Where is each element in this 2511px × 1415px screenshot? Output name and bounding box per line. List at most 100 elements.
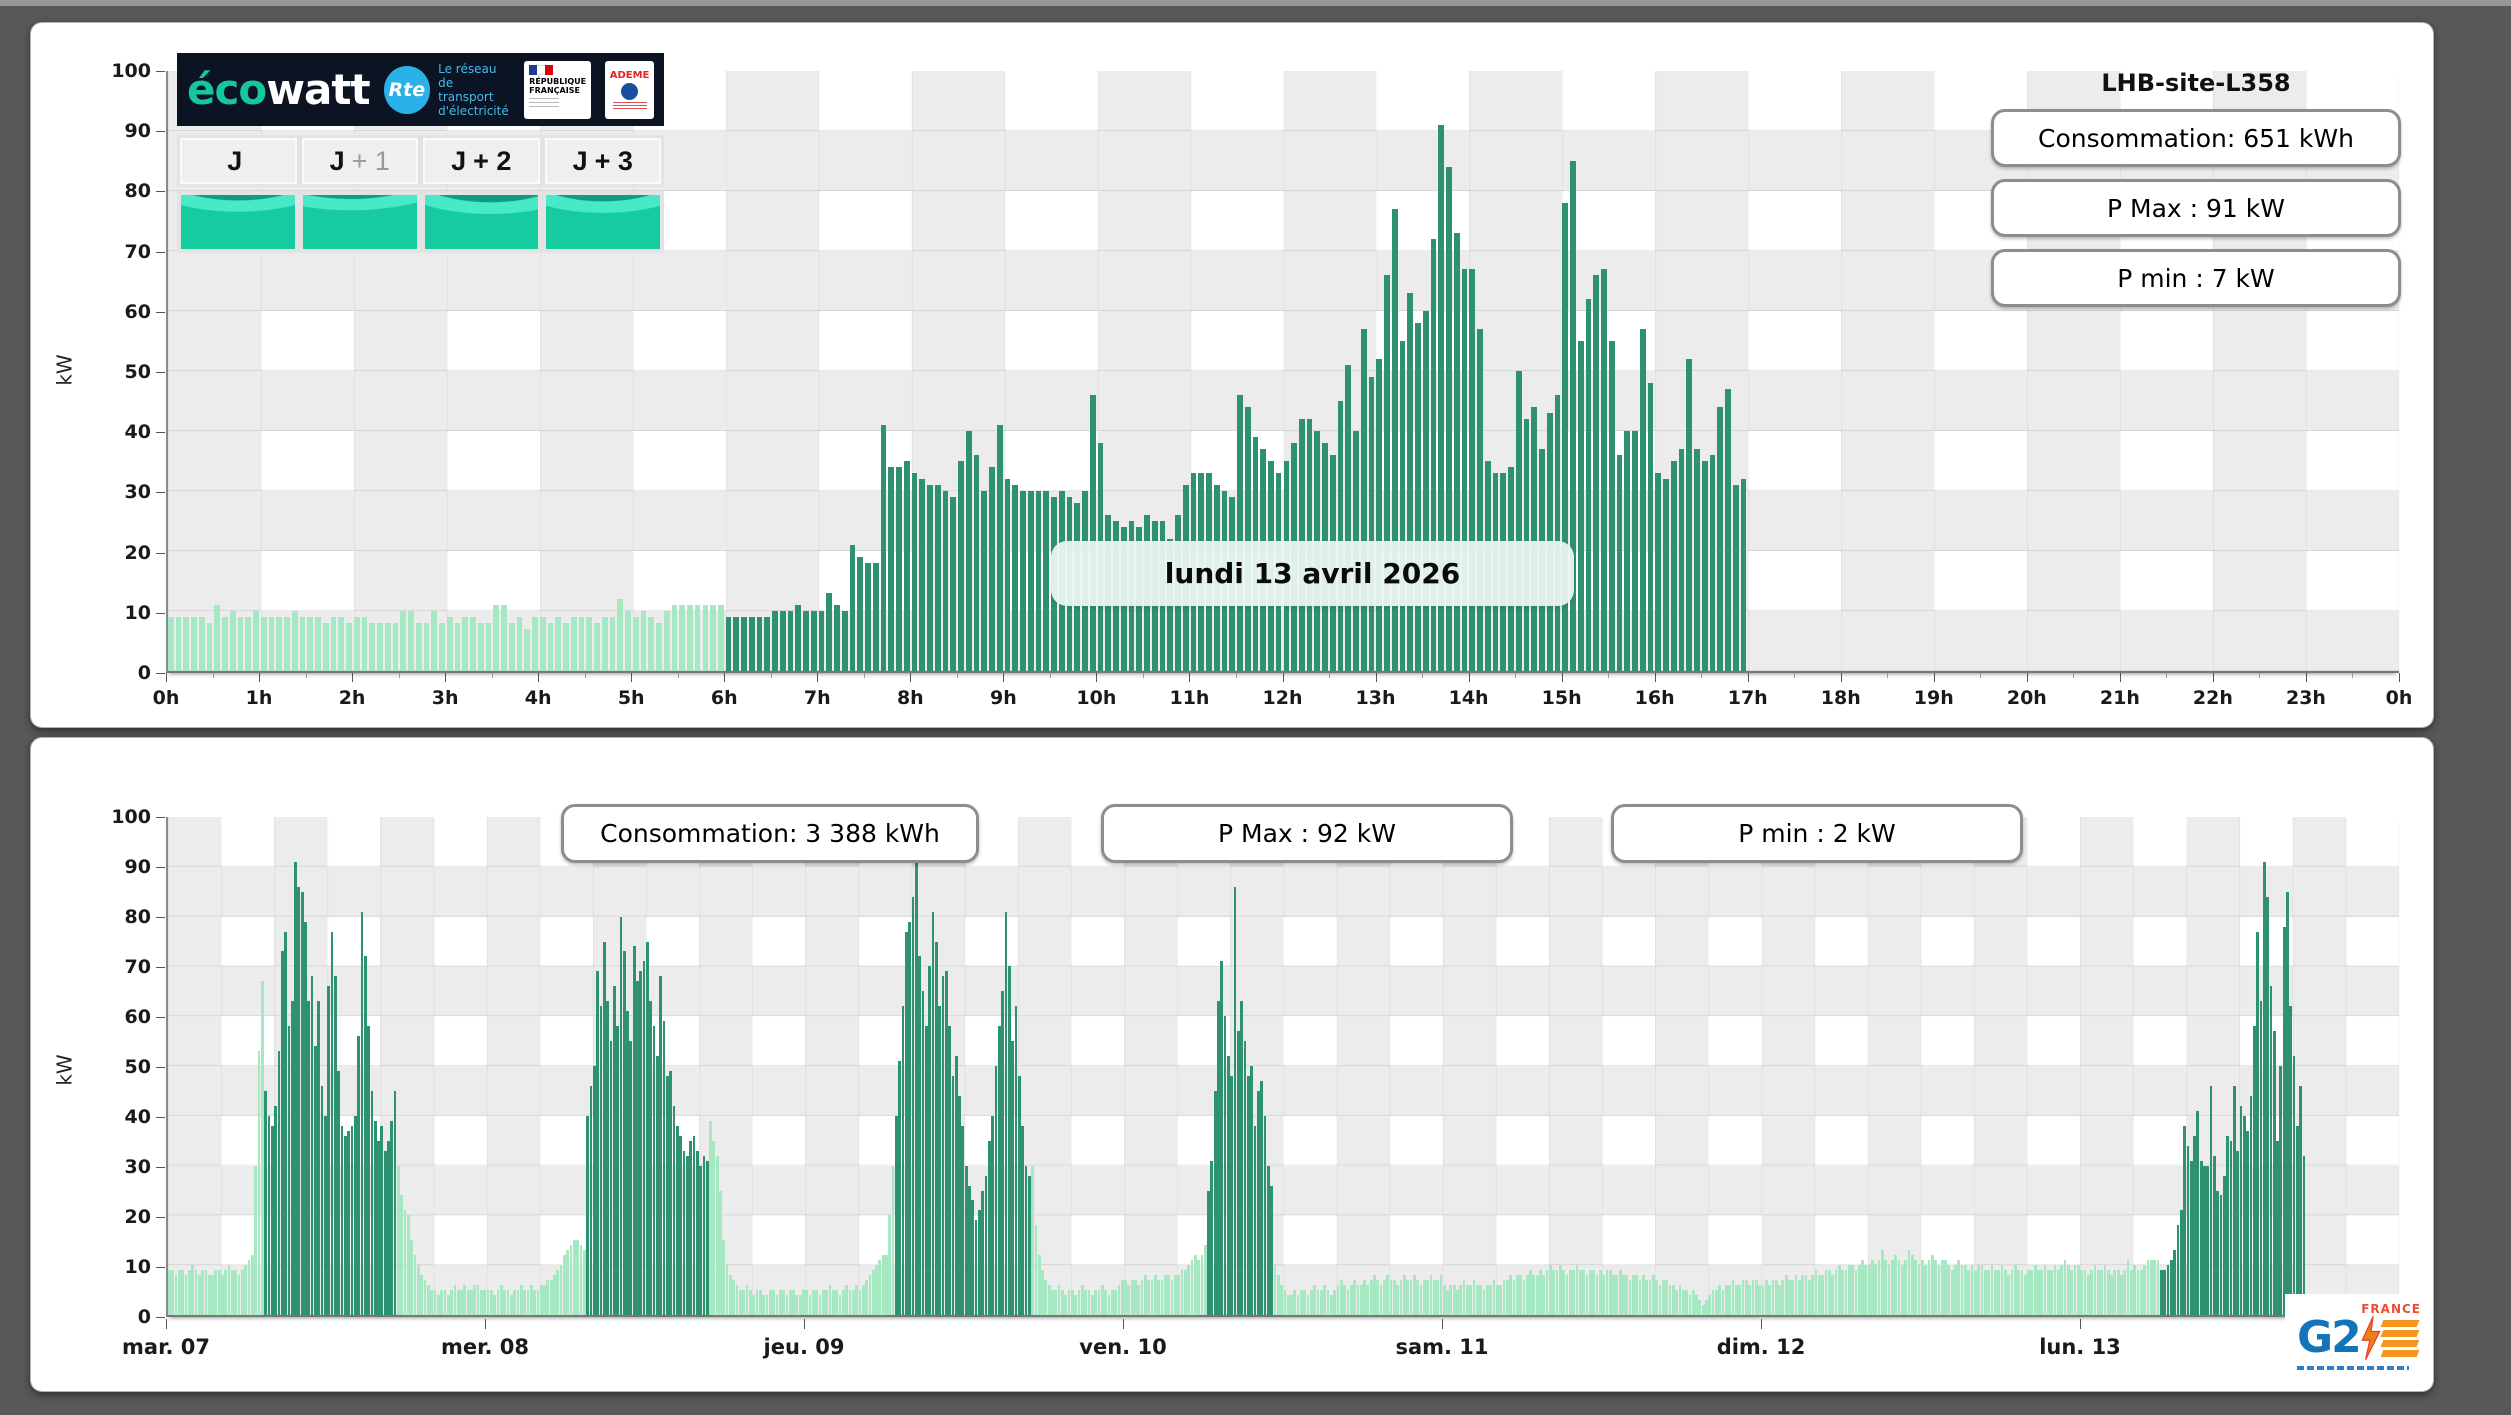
power-bar [2189, 1160, 2193, 1315]
power-bar [788, 1290, 792, 1315]
plot-band [168, 1066, 2399, 1116]
power-bar [2070, 1270, 2074, 1315]
power-bar [732, 1280, 736, 1315]
tab-j[interactable]: J [180, 138, 297, 184]
x-tick-label: 11h [1169, 687, 1210, 709]
power-bar [2259, 1001, 2263, 1315]
power-bar [234, 1270, 238, 1315]
power-bar [851, 1290, 855, 1315]
x-tick-mark [259, 673, 261, 682]
daily-chart-panel: écowatt Rte Le réseau de transport d'éle… [30, 22, 2434, 728]
power-bar [1393, 1280, 1396, 1315]
power-bar [1300, 1290, 1303, 1315]
plot-band-cell [1017, 1016, 1071, 1066]
power-bar [490, 1290, 493, 1315]
power-bar [1748, 1285, 1751, 1315]
power-bar [640, 611, 647, 671]
power-bar [1180, 1270, 1184, 1315]
power-bar [1987, 1270, 1991, 1315]
power-bar [446, 617, 453, 671]
power-bar [2166, 1265, 2170, 1315]
power-bar [795, 605, 802, 671]
power-bar [1157, 1280, 1161, 1315]
ecowatt-signal-j[interactable] [181, 195, 295, 249]
tab-j-plus-1[interactable]: J + 1 [301, 138, 418, 184]
power-bar [1824, 1270, 1828, 1315]
power-bar [639, 971, 643, 1315]
power-bar [880, 425, 887, 671]
plot-band-cell [1442, 1115, 1496, 1166]
power-bar [1499, 1285, 1502, 1315]
power-bar [1625, 1275, 1629, 1315]
tab-j-plus-2[interactable]: J + 2 [423, 138, 540, 184]
power-bar [245, 617, 252, 671]
power-bar [1246, 1075, 1250, 1315]
power-bar [626, 1011, 629, 1315]
power-bar [656, 1056, 659, 1315]
plot-band-cell [353, 311, 447, 371]
power-bar [338, 617, 345, 671]
power-bar [1310, 1290, 1313, 1315]
ecowatt-logo: écowatt [187, 65, 371, 114]
power-bar [523, 1290, 526, 1315]
power-bar [1472, 1280, 1476, 1315]
power-bar [1489, 1285, 1493, 1315]
x-tick-mark [1468, 673, 1470, 682]
y-tick-mark [156, 1167, 165, 1168]
x-tick-mark [445, 673, 447, 682]
ecowatt-signal-j2[interactable] [424, 195, 539, 249]
x-tick-mark [2212, 673, 2214, 682]
power-bar [1738, 1285, 1742, 1315]
power-bar [1549, 1265, 1552, 1315]
power-bar [671, 605, 678, 671]
power-bar [1781, 1280, 1785, 1315]
power-bar [578, 617, 585, 671]
power-bar [2179, 1210, 2183, 1315]
power-bar [477, 623, 484, 671]
y-tick-label: 20 [124, 541, 151, 564]
plot-band-cell [1549, 916, 1603, 967]
power-bar [1934, 1260, 1937, 1315]
power-bar [1695, 1295, 1698, 1315]
plot-band-cell [1017, 817, 1071, 867]
plot-band-cell [1655, 1016, 1709, 1066]
x-minor-tick [1142, 673, 1144, 678]
y-tick-mark [156, 1267, 165, 1268]
power-bar [2027, 1270, 2030, 1315]
plot-band-cell [1655, 71, 1749, 131]
x-tick-label: 2h [338, 687, 366, 709]
power-bar [1940, 1260, 1944, 1315]
power-bar [1639, 329, 1646, 671]
plot-band-cell [699, 1115, 753, 1166]
power-bar [1110, 1290, 1114, 1315]
power-bar [2033, 1265, 2037, 1315]
power-bar [1717, 407, 1724, 671]
power-bar [1024, 1165, 1028, 1315]
power-bar [752, 1295, 756, 1315]
x-tick-mark [1933, 673, 1935, 682]
plot-band-cell [911, 191, 1005, 251]
x-tick-mark [1840, 673, 1842, 682]
plot-band-cell [486, 1016, 540, 1066]
power-bar [710, 605, 716, 671]
power-bar [669, 1070, 673, 1315]
power-bar [616, 1026, 619, 1315]
tab-j-plus-3[interactable]: J + 3 [544, 138, 661, 184]
power-bar [1709, 455, 1716, 671]
power-bar [1366, 1285, 1370, 1315]
power-bar [553, 1275, 556, 1315]
x-minor-tick [584, 673, 586, 678]
power-bar [1910, 1255, 1914, 1315]
power-bar [934, 485, 941, 671]
power-bar [470, 617, 476, 671]
ecowatt-signal-j1[interactable] [302, 195, 417, 249]
power-bar [1067, 1290, 1071, 1315]
power-bar [322, 623, 329, 671]
power-bar [270, 1125, 274, 1315]
power-bar [942, 491, 949, 671]
power-bar [1084, 1290, 1088, 1315]
power-bar [1376, 1280, 1380, 1315]
x-minor-tick [1235, 673, 1237, 678]
daily-pmin-box: P min : 7 kW [1991, 249, 2401, 307]
ecowatt-signal-j3[interactable] [546, 195, 660, 249]
